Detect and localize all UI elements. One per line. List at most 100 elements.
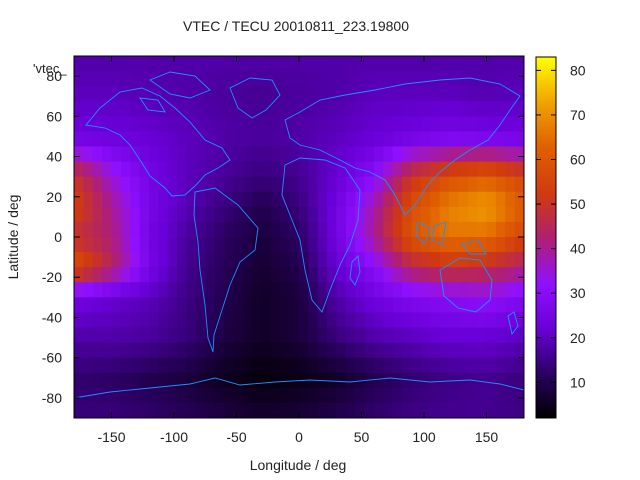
heat-cell xyxy=(505,206,516,223)
heat-cell xyxy=(167,327,178,344)
heat-cell xyxy=(449,131,459,148)
heat-cell xyxy=(214,146,225,163)
heat-cell xyxy=(233,342,244,359)
heat-cell xyxy=(261,297,272,314)
heat-cell xyxy=(411,297,422,314)
heat-cell xyxy=(270,237,281,253)
heat-cell xyxy=(505,327,516,344)
heat-cell xyxy=(449,191,459,208)
heat-cell xyxy=(495,312,506,329)
coastline-new-zealand xyxy=(507,311,519,336)
heat-cell xyxy=(430,297,441,314)
heat-cell xyxy=(252,357,263,374)
heat-cell xyxy=(289,402,300,418)
heat-cell xyxy=(149,252,159,268)
coastline-africa xyxy=(281,157,361,313)
heat-cell xyxy=(102,357,113,374)
heat-cell xyxy=(402,297,413,314)
heat-cell xyxy=(364,387,375,404)
heat-cell xyxy=(177,342,188,359)
coastline-antarctica xyxy=(74,377,524,399)
heat-cell xyxy=(345,56,356,72)
heat-cell xyxy=(195,372,206,389)
heat-cell xyxy=(449,56,459,72)
heat-cell xyxy=(111,297,122,314)
heat-cell xyxy=(336,282,347,298)
heat-cell xyxy=(242,387,253,404)
heat-cell xyxy=(364,357,375,374)
heat-cell xyxy=(486,116,497,133)
heat-cell xyxy=(177,282,188,298)
heat-cell xyxy=(449,252,459,268)
colorbar-tick-label: 70 xyxy=(570,107,586,123)
heat-cell xyxy=(317,327,328,344)
heat-cell xyxy=(345,402,356,418)
heat-cell xyxy=(186,357,197,374)
y-tick-label: -60 xyxy=(42,350,62,366)
heat-cell xyxy=(102,327,113,344)
heat-cell xyxy=(514,387,524,404)
heat-cell xyxy=(336,372,347,389)
heat-cell xyxy=(233,312,244,329)
heat-cell xyxy=(92,402,103,418)
heat-cell xyxy=(420,387,431,404)
heat-cell xyxy=(214,282,225,298)
heat-cell xyxy=(289,221,300,238)
heat-cell xyxy=(158,221,169,238)
heat-cell xyxy=(467,237,478,253)
heat-cell xyxy=(270,402,281,418)
heat-cell xyxy=(430,312,441,329)
heat-cell xyxy=(317,342,328,359)
heat-cell xyxy=(449,267,459,283)
heat-cell xyxy=(308,282,319,298)
heat-cell xyxy=(195,327,206,344)
heat-cell xyxy=(74,402,84,418)
heat-cell xyxy=(261,206,272,223)
heat-cell xyxy=(74,86,84,102)
heat-cell xyxy=(355,101,366,117)
heat-cell xyxy=(139,116,150,133)
y-tick-label: 60 xyxy=(46,108,62,124)
heat-cell xyxy=(458,116,469,133)
heat-cell xyxy=(270,387,281,404)
heat-cell xyxy=(392,116,403,133)
heat-cell xyxy=(392,221,403,238)
heat-cell xyxy=(139,56,150,72)
heat-cell xyxy=(364,252,375,268)
heat-cell xyxy=(74,191,84,208)
heat-cell xyxy=(486,282,497,298)
heat-cell xyxy=(120,387,131,404)
x-axis-ticks: -150 -100 -50 0 50 100 150 xyxy=(97,56,498,445)
heat-cell xyxy=(252,56,263,72)
heat-cell xyxy=(158,312,169,329)
heat-cell xyxy=(74,237,84,253)
chart-title: VTEC / TECU 20010811_223.19800 xyxy=(183,18,409,34)
heat-cell xyxy=(214,101,225,117)
heat-cell xyxy=(130,237,141,253)
heat-cell xyxy=(130,191,141,208)
heat-cell xyxy=(149,282,159,298)
heat-cell xyxy=(261,146,272,163)
heat-cell xyxy=(83,237,94,253)
heat-cell xyxy=(477,101,488,117)
heat-cell xyxy=(224,312,234,329)
heat-cell xyxy=(467,206,478,223)
heat-cell xyxy=(392,237,403,253)
heat-cell xyxy=(158,71,169,87)
heat-cell xyxy=(167,357,178,374)
heat-cell xyxy=(477,161,488,178)
heat-cell xyxy=(449,101,459,117)
heat-cell xyxy=(233,327,244,344)
heat-cell xyxy=(74,116,84,133)
coastline-indonesia xyxy=(415,221,487,255)
heat-cell xyxy=(149,191,159,208)
heat-cell xyxy=(299,342,309,359)
heat-cell xyxy=(364,282,375,298)
heat-cell xyxy=(242,372,253,389)
heat-cell xyxy=(111,237,122,253)
coastline-eurasia xyxy=(284,77,521,216)
heat-cell xyxy=(486,71,497,87)
heat-cell xyxy=(261,221,272,238)
heat-cell xyxy=(120,146,131,163)
heat-cell xyxy=(383,86,394,102)
